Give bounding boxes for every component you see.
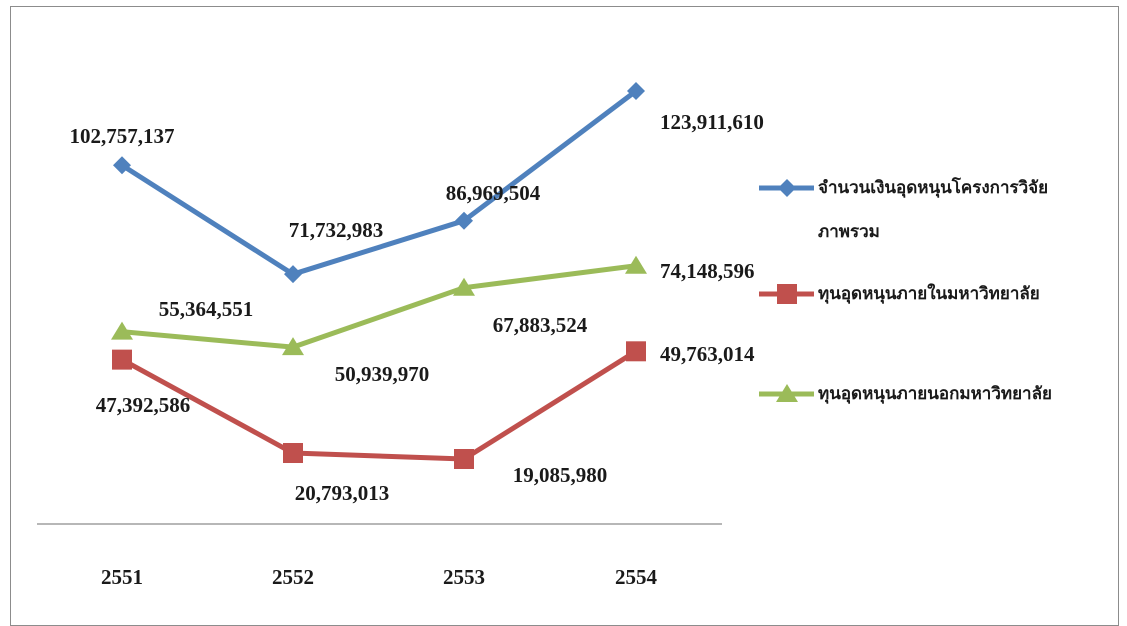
data-label: 20,793,013 <box>295 481 390 505</box>
data-label: 55,364,551 <box>159 297 254 321</box>
data-point <box>282 337 304 356</box>
series-line-2 <box>120 349 638 462</box>
data-label: 19,085,980 <box>513 463 608 487</box>
data-point <box>283 443 303 464</box>
data-label: 102,757,137 <box>70 124 175 148</box>
data-point <box>113 156 131 175</box>
x-tick-label: 2553 <box>443 565 485 589</box>
data-point <box>453 277 475 296</box>
data-label: 123,911,610 <box>660 110 764 134</box>
legend-entry-label: ทุนอุดหนุนภายในมหาวิทยาลัย <box>818 283 1040 304</box>
legend-entry-label: ทุนอุดหนุนภายนอกมหาวิทยาลัย <box>818 384 1052 404</box>
series-line-3 <box>121 263 637 350</box>
data-point <box>111 321 133 340</box>
data-label: 50,939,970 <box>335 362 430 386</box>
data-label: 67,883,524 <box>493 313 588 337</box>
x-tick-label: 2554 <box>615 565 658 589</box>
x-tick-label: 2551 <box>101 565 143 589</box>
data-point <box>112 349 132 370</box>
data-label: 86,969,504 <box>446 181 541 205</box>
data-point <box>626 341 646 362</box>
data-point <box>455 211 473 230</box>
data-label: 74,148,596 <box>660 259 755 283</box>
legend-marker <box>777 284 797 304</box>
legend-entry-label: จำนวนเงินอุดหนุนโครงการวิจัย <box>818 177 1048 198</box>
data-point <box>625 255 647 274</box>
legend-marker <box>776 384 798 402</box>
series-line-1 <box>120 89 638 277</box>
legend-marker <box>778 179 796 197</box>
data-point <box>627 82 645 100</box>
data-label: 49,763,014 <box>660 342 755 366</box>
legend-entry-label: ภาพรวม <box>818 222 880 242</box>
chart-area <box>10 6 1119 626</box>
data-label: 71,732,983 <box>289 218 384 242</box>
x-tick-label: 2552 <box>272 565 314 589</box>
data-point <box>284 265 302 284</box>
data-point <box>454 449 474 469</box>
data-label: 47,392,586 <box>96 393 191 417</box>
